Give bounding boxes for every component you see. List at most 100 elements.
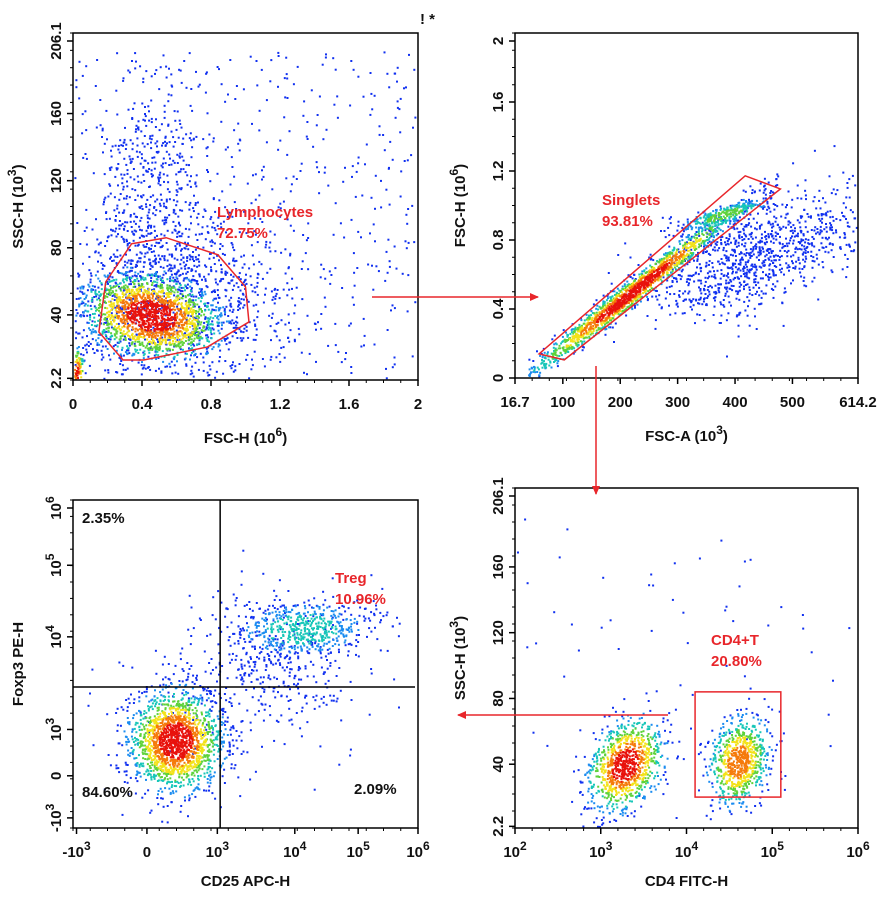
event-dot	[114, 295, 117, 298]
event-dot	[76, 360, 79, 363]
event-dot	[147, 105, 150, 108]
event-dot	[372, 223, 375, 226]
event-dot	[757, 254, 760, 257]
event-dot	[753, 263, 756, 266]
event-dot	[787, 264, 790, 267]
event-dot	[174, 313, 177, 316]
event-dot	[269, 230, 272, 233]
event-dot	[126, 244, 129, 247]
event-dot	[249, 55, 252, 58]
event-dot	[143, 334, 146, 337]
event-dot	[144, 322, 147, 325]
event-dot	[172, 311, 175, 314]
event-dot	[188, 254, 191, 257]
event-dot	[213, 289, 216, 292]
event-dot	[127, 69, 130, 72]
event-dot	[533, 366, 536, 369]
event-dot	[156, 310, 159, 313]
event-dot	[81, 360, 84, 363]
event-dot	[128, 298, 131, 301]
event-dot	[151, 300, 153, 303]
event-dot	[198, 336, 201, 339]
event-dot	[664, 297, 667, 300]
event-dot	[650, 257, 653, 260]
event-dot	[781, 267, 783, 270]
event-dot	[79, 372, 82, 375]
event-dot	[224, 295, 227, 298]
event-dot	[131, 148, 134, 151]
event-dot	[190, 222, 192, 225]
event-dot	[123, 209, 126, 212]
event-dot	[145, 312, 148, 315]
event-dot	[287, 267, 290, 270]
event-dot	[226, 146, 229, 149]
event-dot	[147, 323, 150, 326]
event-dot	[232, 308, 235, 311]
event-dot	[136, 264, 138, 267]
event-dot	[182, 168, 185, 171]
event-dot	[664, 236, 667, 239]
event-dot	[237, 300, 240, 303]
event-dot	[109, 184, 112, 187]
event-dot	[748, 200, 751, 203]
event-dot	[147, 329, 149, 332]
event-dot	[832, 188, 835, 191]
event-dot	[189, 258, 192, 261]
event-dot	[75, 337, 77, 340]
event-dot	[726, 286, 729, 289]
event-dot	[179, 152, 182, 155]
event-dot	[743, 300, 746, 303]
event-dot	[132, 286, 135, 288]
event-dot	[104, 295, 107, 298]
event-dot	[189, 373, 192, 376]
event-dot	[832, 232, 835, 235]
event-dot	[734, 262, 737, 265]
event-dot	[361, 194, 364, 197]
event-dot	[192, 305, 195, 308]
event-dot	[746, 261, 749, 264]
event-dot	[736, 314, 739, 317]
event-dot	[217, 294, 219, 297]
event-dot	[749, 251, 752, 254]
event-dot	[163, 110, 166, 113]
event-dot	[698, 314, 701, 316]
event-dot	[212, 317, 215, 320]
event-dot	[149, 135, 152, 138]
event-dot	[123, 173, 126, 176]
event-dot	[198, 305, 201, 308]
event-dot	[139, 324, 142, 327]
event-dot	[157, 290, 160, 293]
event-dot	[766, 208, 769, 211]
event-dot	[697, 251, 699, 254]
event-dot	[162, 162, 164, 165]
event-dot	[164, 140, 166, 143]
event-dot	[748, 271, 751, 274]
event-dot	[172, 336, 175, 339]
event-dot	[169, 365, 172, 368]
event-dot	[275, 335, 278, 338]
event-dot	[119, 193, 122, 195]
event-dot	[161, 322, 163, 325]
event-dot	[692, 298, 695, 301]
event-dot	[181, 155, 184, 158]
event-dot	[766, 248, 769, 251]
event-dot	[595, 299, 598, 302]
event-dot	[107, 369, 110, 372]
event-dot	[197, 254, 200, 257]
event-dot	[185, 316, 188, 319]
event-dot	[206, 352, 209, 355]
event-dot	[200, 308, 202, 310]
event-dot	[265, 99, 268, 102]
event-dot	[124, 287, 127, 290]
event-dot	[114, 219, 117, 222]
event-dot	[238, 231, 241, 234]
event-dot	[160, 164, 163, 167]
event-dot	[133, 283, 136, 286]
event-dot	[655, 290, 658, 292]
event-dot	[181, 340, 184, 343]
event-dot	[151, 306, 154, 309]
event-dot	[127, 347, 130, 350]
event-dot	[562, 329, 565, 332]
event-dot	[207, 319, 210, 322]
event-dot	[784, 290, 787, 293]
